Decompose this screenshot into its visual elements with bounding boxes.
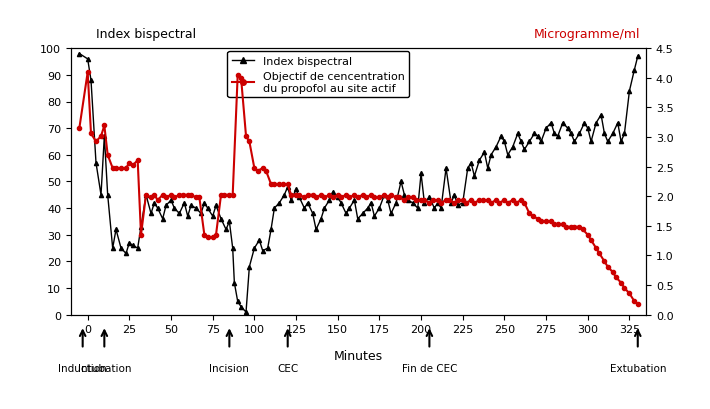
Text: Incision: Incision	[209, 363, 249, 373]
Text: Extubation: Extubation	[609, 363, 666, 373]
Text: Index bispectral: Index bispectral	[96, 28, 196, 41]
Legend: Index bispectral, Objectif de cencentration
du propofol au site actif: Index bispectral, Objectif de cencentrat…	[227, 52, 409, 98]
Text: CEC: CEC	[277, 363, 298, 373]
Text: Microgramme/ml: Microgramme/ml	[534, 28, 640, 41]
Text: Fin de CEC: Fin de CEC	[402, 363, 457, 373]
Text: Intubation: Intubation	[77, 363, 131, 373]
Text: Minutes: Minutes	[334, 349, 383, 362]
Text: Induction: Induction	[58, 363, 107, 373]
